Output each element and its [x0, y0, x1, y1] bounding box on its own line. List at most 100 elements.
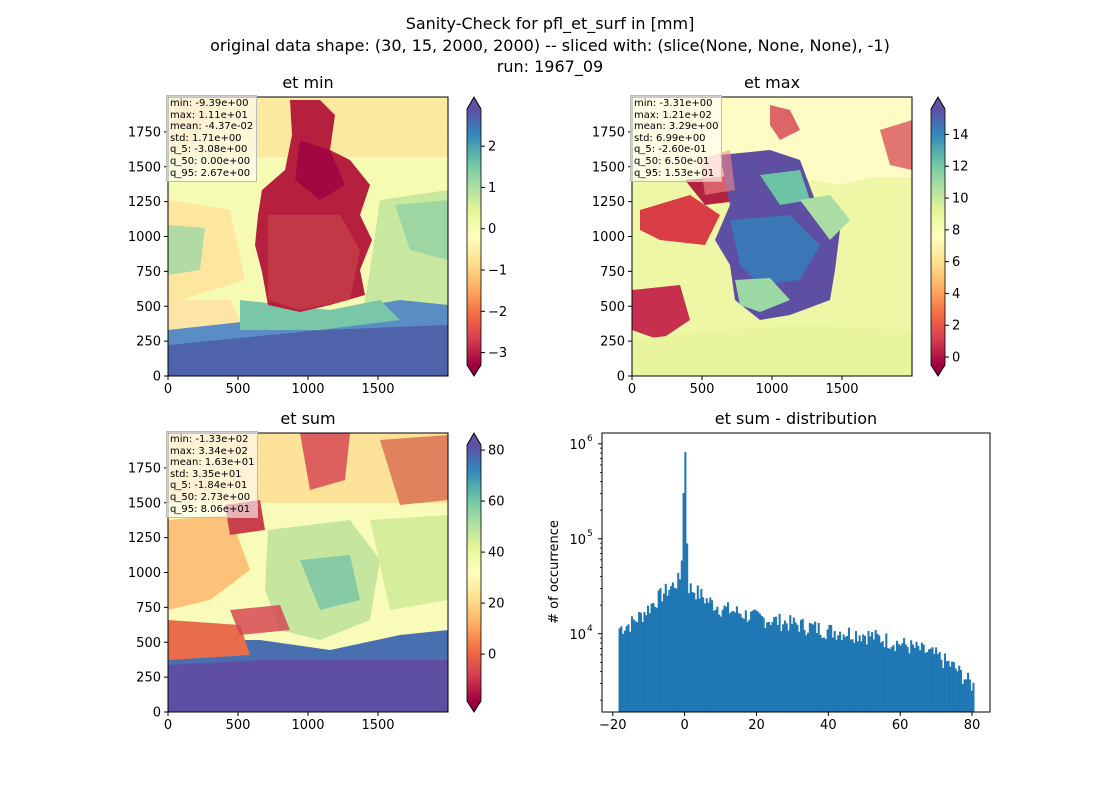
histogram-bar	[680, 560, 683, 712]
histogram-bar	[943, 653, 947, 712]
colorbar-tick-label: 2	[952, 319, 960, 334]
histogram-bar	[938, 652, 941, 712]
histogram-bar	[951, 661, 954, 712]
histogram-bar	[678, 579, 682, 712]
histogram-bar	[812, 624, 815, 712]
histogram-bar	[874, 629, 877, 712]
stats-line: mean: -4.37e-02	[170, 121, 254, 133]
histogram-bar	[906, 647, 909, 712]
histogram-bar	[862, 634, 865, 712]
stats-line: q_95: 1.53e+01	[634, 167, 715, 179]
heatmap-image	[168, 433, 448, 712]
colorbar-tick-label: −2	[488, 305, 507, 320]
histogram-bar	[919, 650, 922, 712]
colorbar-tick-label: 0	[488, 222, 496, 237]
histogram-bar	[748, 619, 751, 712]
histogram-bar	[970, 690, 973, 712]
histogram-bar	[759, 613, 762, 712]
histogram-bar	[698, 598, 701, 712]
stats-box-et-min: min: -9.39e+00 max: 1.11e+01 mean: -4.37e-…	[166, 95, 258, 183]
histogram-bar	[807, 632, 810, 712]
histogram-bar	[744, 610, 747, 712]
panel-title: et sum	[280, 409, 335, 428]
histogram-bar	[630, 616, 634, 712]
histogram-bar	[646, 605, 650, 712]
histogram-bar	[750, 611, 753, 712]
colorbar-tick-label: 8	[952, 223, 960, 238]
histogram-bar	[703, 603, 706, 712]
stats-line: q_5: -2.60e-01	[634, 144, 707, 156]
histogram-bar	[815, 632, 818, 712]
y-tick-label: 1250	[128, 531, 161, 546]
y-tick-label: 10	[569, 533, 586, 548]
stats-line: max: 1.21e+02	[634, 109, 712, 121]
histogram-bar	[657, 590, 660, 712]
histogram-bar	[710, 600, 714, 712]
histogram-bar	[705, 598, 708, 712]
histogram-bar	[620, 626, 623, 712]
x-tick-label: 80	[964, 718, 981, 733]
histogram-bar	[735, 606, 738, 712]
histogram-bar	[853, 642, 856, 712]
colorbar-tick-label: 4	[952, 287, 960, 302]
x-tick-label: 1500	[825, 382, 858, 397]
histogram-bar	[935, 647, 938, 712]
x-tick-label: 0	[164, 718, 172, 733]
y-tick-label: 1000	[592, 230, 625, 245]
histogram-bar	[670, 586, 673, 712]
histogram-bar	[846, 635, 849, 712]
histogram-bar	[887, 648, 890, 712]
y-tick-label: 10	[569, 438, 586, 453]
histogram-bar	[767, 621, 770, 712]
x-ticks: 0 500 1000 1500	[164, 376, 395, 397]
histogram-bar	[773, 617, 776, 712]
histogram-bar	[833, 631, 836, 712]
y-tick-label: 1750	[592, 125, 625, 140]
stats-line: q_50: 2.73e+00	[170, 491, 251, 503]
histogram-bar	[634, 621, 637, 712]
x-tick-label: 500	[226, 718, 251, 733]
stats-line: std: 3.35e+01	[170, 468, 242, 480]
panel-title: et sum - distribution	[715, 409, 877, 428]
y-axis-label: # of occurrence	[547, 520, 562, 624]
stats-line: q_50: 0.00e+00	[170, 155, 251, 167]
y-tick-label: 250	[600, 335, 625, 350]
histogram-bar	[764, 628, 767, 712]
histogram-bar	[796, 624, 799, 712]
histogram-bar	[636, 622, 639, 712]
histogram-bar	[878, 635, 881, 712]
histogram-bar	[700, 589, 703, 712]
histogram-bar	[618, 628, 621, 712]
histogram-bar	[648, 613, 651, 712]
histogram-bar	[682, 493, 685, 712]
colorbar-tick-label: 10	[952, 192, 969, 207]
histogram-bar	[855, 631, 858, 712]
y-tick-label: 1750	[128, 461, 161, 476]
histogram-bar	[856, 641, 859, 712]
histogram-bar	[671, 582, 674, 712]
histogram-bar	[890, 646, 893, 712]
x-tick-label: 500	[226, 382, 251, 397]
histogram-bar	[915, 641, 918, 712]
histogram-bars	[618, 452, 975, 712]
panel-et-sum-distribution: et sum - distribution # of occurrence −2…	[547, 409, 991, 733]
x-tick-label: 1500	[361, 382, 394, 397]
histogram-bar	[718, 614, 721, 712]
histogram-bar	[638, 612, 641, 712]
histogram-bar	[625, 626, 628, 712]
histogram-bar	[668, 589, 671, 712]
histogram-bar	[727, 602, 730, 712]
histogram-bar	[716, 606, 719, 712]
colorbar-tick-label: 0	[952, 351, 960, 366]
colorbar: 14 12 10 8 6 4 2 0	[930, 96, 969, 377]
histogram-bar	[865, 644, 868, 712]
colorbar-tick-label: 40	[488, 546, 505, 561]
x-tick-label: 0	[680, 718, 688, 733]
y-tick-label: 750	[136, 601, 161, 616]
histogram-bar	[892, 645, 895, 712]
histogram-bar	[659, 588, 662, 712]
histogram-bar	[687, 593, 690, 712]
histogram-bar	[961, 684, 964, 712]
y-tick-label: 500	[136, 300, 161, 315]
